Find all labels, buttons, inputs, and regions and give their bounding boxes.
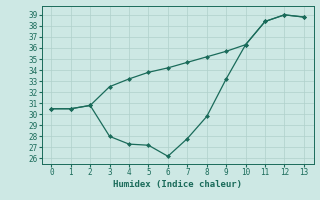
X-axis label: Humidex (Indice chaleur): Humidex (Indice chaleur) xyxy=(113,180,242,189)
